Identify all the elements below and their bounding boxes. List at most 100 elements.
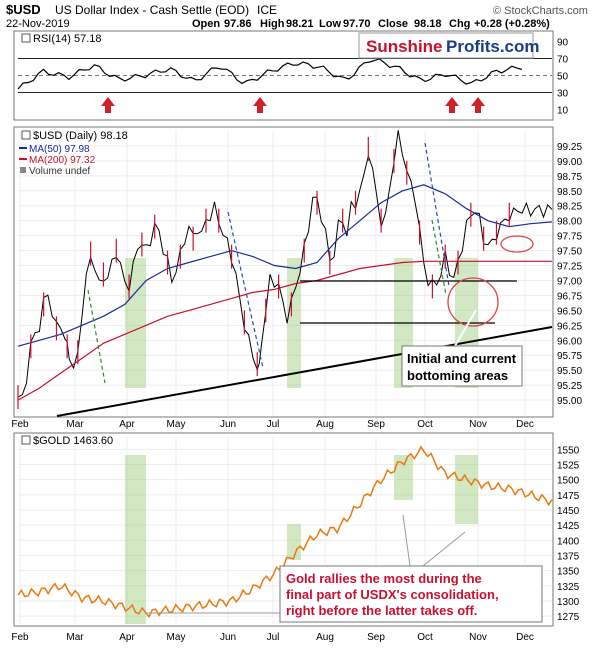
close-label: Close: [378, 18, 408, 30]
low-value: 97.70: [343, 18, 371, 30]
rsi-tick-90: 90: [557, 38, 569, 49]
usd-price-line: [17, 130, 553, 398]
gold-pointer-1: [402, 514, 411, 567]
usd-tick-96: 96.00: [557, 336, 582, 347]
open-label: Open: [192, 18, 220, 30]
brand-logo: Sunshine Profits.com: [358, 32, 540, 59]
gold-highlight-band-3: [394, 455, 413, 500]
gold-month-May: May: [167, 632, 186, 643]
rsi-line: [17, 58, 523, 90]
usd-tick-95: 95.00: [557, 396, 582, 407]
rsi-title: RSI(14) 57.18: [21, 33, 101, 45]
gold-highlight-band-4: [455, 455, 478, 524]
gold-highlight-band-2: [287, 524, 301, 560]
brand-part2: Profits.com: [446, 37, 540, 56]
axis-labels: 10 30 50 70 90 95.00 95.25 95.50 95.75 96.00 96.25…: [11, 38, 582, 644]
ma200-line: [17, 260, 552, 401]
series-lines: [17, 58, 553, 619]
usd-month-Mar: Mar: [66, 419, 84, 430]
gold-month-Apr: Apr: [119, 632, 135, 643]
blue-dashed-line-2: [424, 142, 450, 287]
rsi-title-swatch: [21, 33, 31, 43]
usd-title-text: $USD (Daily) 98.18: [33, 130, 128, 142]
rsi-tick-70: 70: [557, 55, 569, 66]
usd-tick-99: 99.00: [557, 157, 582, 168]
usd-tick-95.75: 95.75: [557, 351, 582, 362]
gold-tick-1500: 1500: [557, 476, 580, 487]
usd-tick-97.25: 97.25: [557, 262, 582, 273]
chg-value: +0.28 (+0.28%): [474, 18, 550, 30]
gold-tick-1275: 1275: [557, 612, 580, 623]
gold-month-Sep: Sep: [367, 632, 385, 643]
rsi-tick-50: 50: [557, 72, 569, 83]
open-value: 97.86: [224, 18, 252, 30]
gold-month-Jul: Jul: [267, 632, 280, 643]
rsi-tick-30: 30: [557, 89, 569, 100]
bottoming-circle-large: [447, 277, 499, 327]
gold-month-Mar: Mar: [66, 632, 84, 643]
gold-month-Oct: Oct: [417, 632, 433, 643]
gold-title-swatch: [21, 435, 31, 445]
chart-marks: [17, 97, 553, 614]
gold-month-Feb: Feb: [11, 632, 29, 643]
gold-text-line1: Gold rallies the most during the: [286, 571, 482, 586]
rsi-title-text: RSI(14) 57.18: [33, 33, 101, 45]
volume-swatch: [20, 167, 26, 173]
volume-legend: Volume undef: [29, 166, 90, 177]
usd-highlight-band-2: [287, 258, 301, 388]
bottoming-text-line2: bottoming areas: [407, 368, 508, 383]
usd-tick-95.25: 95.25: [557, 381, 582, 392]
usd-tick-96.75: 96.75: [557, 291, 582, 302]
bottoming-callout: Initial and current bottoming areas: [401, 345, 523, 387]
gold-text-line3: right before the latter takes off.: [286, 603, 477, 618]
usd-tick-98.25: 98.25: [557, 202, 582, 213]
source-credit: © StockCharts.com: [493, 5, 588, 17]
gold-month-Aug: Aug: [316, 632, 334, 643]
usd-tick-98.75: 98.75: [557, 172, 582, 183]
long-term-trendline: [56, 326, 553, 417]
gold-month-Dec: Dec: [516, 632, 534, 643]
ma50-line: [17, 184, 553, 347]
usd-tick-96.5: 96.50: [557, 306, 582, 317]
usd-month-Oct: Oct: [417, 419, 433, 430]
ma50-legend: MA(50) 97.98: [29, 144, 90, 155]
rsi-arrow-2: [253, 97, 267, 113]
usd-month-May: May: [167, 419, 186, 430]
gold-text-line2: final part of USDX's consolidation,: [286, 587, 499, 602]
chart-symbol: $USD: [6, 2, 41, 17]
usd-month-Aug: Aug: [316, 419, 334, 430]
gold-line: [17, 445, 553, 619]
usd-month-Apr: Apr: [119, 419, 135, 430]
usd-tick-99.25: 99.25: [557, 142, 582, 153]
chart-date: 22-Nov-2019: [6, 18, 70, 30]
brand-part1: Sunshine: [366, 37, 443, 56]
gold-pointer-2: [422, 531, 466, 567]
usd-month-Sep: Sep: [367, 419, 385, 430]
ohlc-readout: Open 97.86 High 98.21 Low 97.70 Close 98…: [192, 18, 550, 30]
usd-month-Feb: Feb: [11, 419, 29, 430]
gold-tick-1375: 1375: [557, 551, 580, 562]
gold-tick-1300: 1300: [557, 597, 580, 608]
gold-callout: Gold rallies the most during the final p…: [279, 565, 543, 623]
gold-tick-1425: 1425: [557, 521, 580, 532]
gold-tick-1475: 1475: [557, 491, 580, 502]
rsi-arrow-4: [471, 97, 485, 113]
brand-box: [358, 32, 534, 59]
chart-name: US Dollar Index - Cash Settle (EOD): [55, 3, 249, 17]
gold-callout-box: [279, 565, 543, 623]
rsi-tick-10: 10: [557, 106, 569, 117]
gold-tick-1550: 1550: [557, 445, 580, 456]
ma200-legend: MA(200) 97.32: [29, 155, 96, 166]
usd-tick-97: 97.00: [557, 276, 582, 287]
usd-month-Jul: Jul: [267, 419, 280, 430]
usd-tick-95.5: 95.50: [557, 366, 582, 377]
usd-title-swatch: [21, 130, 31, 140]
usd-tick-96.25: 96.25: [557, 321, 582, 332]
usd-month-Jun: Jun: [220, 419, 236, 430]
usd-tick-98: 98.00: [557, 217, 582, 228]
gold-tick-1450: 1450: [557, 506, 580, 517]
gold-tick-1525: 1525: [557, 461, 580, 472]
rsi-arrow-1: [101, 97, 115, 113]
gold-tick-1325: 1325: [557, 582, 580, 593]
